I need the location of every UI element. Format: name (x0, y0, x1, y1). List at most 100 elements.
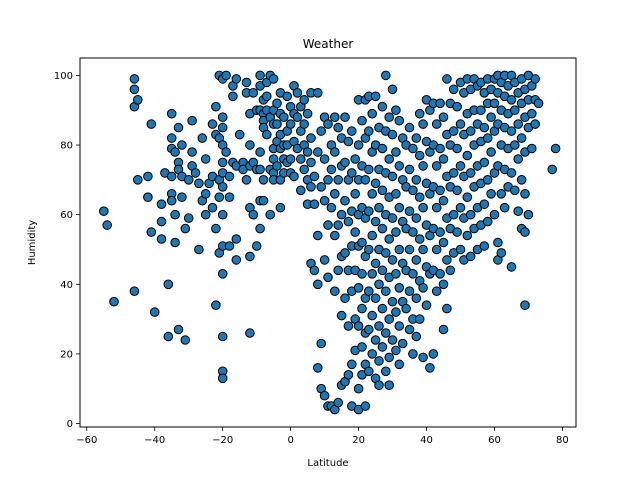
data-point (394, 283, 405, 293)
data-point (479, 122, 490, 133)
data-point (217, 122, 228, 133)
data-point (448, 168, 459, 178)
data-point (99, 206, 109, 216)
data-point (455, 244, 466, 255)
data-point (217, 373, 228, 384)
data-point (414, 192, 425, 202)
data-point (173, 122, 184, 133)
data-point (231, 234, 242, 244)
data-point (343, 321, 354, 331)
data-point (166, 108, 177, 119)
y-tick-label: 20 (60, 349, 73, 360)
data-point (448, 126, 459, 136)
data-point (285, 154, 296, 164)
data-point (309, 265, 320, 276)
data-point (438, 154, 449, 164)
data-point (265, 209, 276, 220)
data-point (394, 359, 405, 370)
plot-frame (79, 57, 577, 428)
data-point (506, 95, 517, 105)
data-point (200, 209, 211, 220)
data-point (275, 202, 286, 213)
data-point (418, 352, 428, 363)
data-point (364, 324, 374, 335)
data-point (479, 199, 490, 209)
data-point (221, 147, 231, 157)
data-point (211, 300, 221, 311)
data-point (133, 95, 143, 105)
data-point (455, 202, 466, 213)
data-point (438, 279, 449, 290)
data-point (414, 234, 425, 244)
data-point (289, 171, 299, 182)
data-point (482, 175, 493, 185)
x-tick-label: 60 (488, 435, 501, 446)
data-point (455, 161, 466, 171)
data-point (479, 241, 490, 251)
data-point (336, 209, 347, 220)
data-point (374, 279, 384, 290)
data-point (316, 338, 327, 349)
data-point (323, 220, 333, 230)
data-point (241, 77, 252, 88)
data-point (438, 324, 449, 335)
data-point (357, 237, 367, 248)
data-point (435, 227, 445, 237)
data-point (234, 129, 245, 140)
data-point (180, 335, 191, 345)
data-point (146, 119, 157, 129)
data-point (533, 98, 544, 109)
data-point (221, 70, 231, 81)
data-point (404, 286, 415, 297)
data-point (309, 171, 320, 182)
data-point (520, 189, 530, 199)
data-point (445, 265, 456, 276)
data-point (333, 175, 344, 185)
x-tick-label: 40 (420, 435, 433, 446)
data-point (177, 140, 187, 150)
data-point (129, 286, 140, 297)
data-point (370, 216, 381, 227)
data-point (527, 143, 537, 154)
data-point (217, 331, 228, 342)
data-point (401, 303, 411, 314)
y-tick-label: 80 (60, 141, 73, 152)
data-point (333, 397, 344, 408)
data-point (340, 248, 350, 258)
data-point (482, 216, 493, 227)
data-point (408, 185, 418, 196)
data-point (411, 331, 422, 342)
data-point (367, 230, 378, 241)
data-point (384, 234, 395, 244)
data-point (326, 164, 337, 175)
data-point (523, 209, 534, 220)
data-point (102, 220, 112, 230)
data-point (180, 223, 191, 234)
data-point (435, 185, 445, 196)
data-point (211, 223, 221, 234)
data-point (228, 91, 238, 102)
data-point (313, 88, 323, 98)
data-point (387, 255, 398, 265)
data-point (462, 192, 473, 202)
data-point (347, 168, 357, 178)
data-point (377, 223, 388, 234)
data-point (384, 112, 395, 122)
data-point (166, 171, 177, 182)
data-point (384, 154, 395, 164)
data-point (425, 363, 435, 373)
x-tick-label: 20 (352, 435, 365, 446)
data-point (170, 209, 180, 220)
data-point (364, 244, 374, 255)
data-point (333, 122, 344, 133)
data-point (330, 112, 340, 122)
data-point (255, 147, 265, 157)
data-point (408, 269, 418, 279)
data-point (340, 195, 350, 206)
data-point (506, 168, 517, 178)
data-point (194, 178, 204, 189)
data-point (381, 286, 391, 297)
data-point (370, 258, 381, 269)
data-point (408, 227, 418, 237)
data-point (489, 209, 500, 220)
